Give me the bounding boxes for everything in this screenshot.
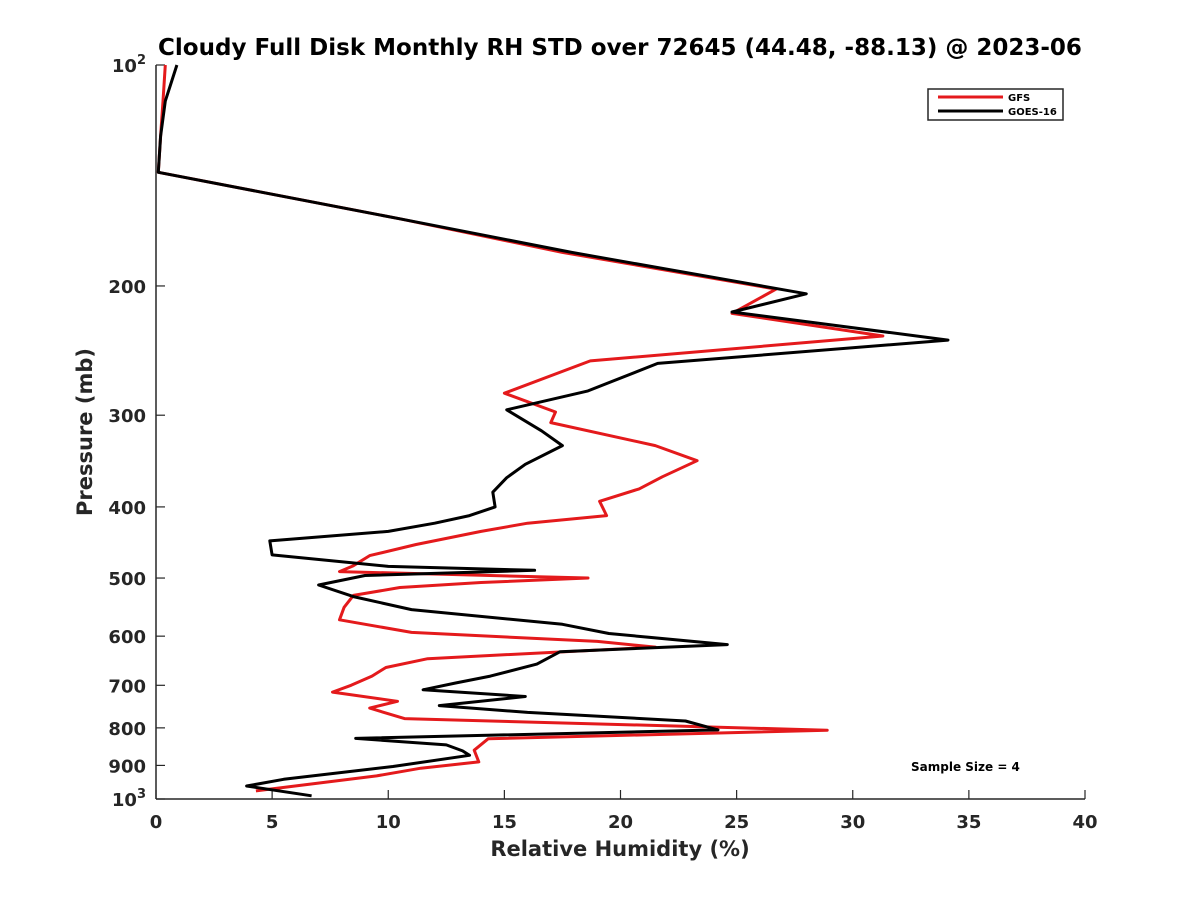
y-tick-label: 500: [108, 569, 146, 590]
y-tick-label: 400: [108, 498, 146, 519]
y-tick-label: 700: [108, 676, 146, 697]
y-axis-ticks: 102 200 300 400 500 600 700 800 900 103: [108, 53, 165, 811]
x-tick-label: 20: [608, 812, 633, 833]
legend-box: [927, 88, 1064, 121]
sample-size-annotation: Sample Size = 4: [911, 760, 1020, 774]
y-axis-label: Pressure (mb): [73, 348, 97, 516]
x-tick-label: 15: [492, 812, 517, 833]
y-tick-label: 200: [108, 277, 146, 298]
y-tick-label: 800: [108, 719, 146, 740]
series-group: [156, 64, 950, 798]
x-tick-label: 10: [376, 812, 401, 833]
x-tick-label: 40: [1072, 812, 1097, 833]
x-tick-label: 25: [724, 812, 749, 833]
legend: GFS GOES-16: [927, 88, 1064, 121]
plot-area: [155, 65, 1085, 800]
y-tick-label: 103: [112, 787, 146, 811]
x-tick-label: 5: [266, 812, 279, 833]
series-line-goes16: [156, 64, 950, 798]
legend-label-gfs: GFS: [1008, 93, 1030, 104]
y-tick-label: 600: [108, 627, 146, 648]
series-line-gfs: [156, 64, 885, 793]
x-tick-label: 0: [150, 812, 163, 833]
x-axis-label: Relative Humidity (%): [490, 837, 749, 861]
x-tick-label: 35: [956, 812, 981, 833]
y-tick-label: 102: [112, 53, 146, 77]
x-tick-label: 30: [840, 812, 865, 833]
legend-label-goes16: GOES-16: [1008, 107, 1057, 118]
x-axis-ticks: 0 5 10 15 20 25 30 35 40: [150, 790, 1098, 833]
chart-title: Cloudy Full Disk Monthly RH STD over 726…: [158, 35, 1082, 61]
y-tick-label: 900: [108, 756, 146, 777]
y-tick-label: 300: [108, 406, 146, 427]
